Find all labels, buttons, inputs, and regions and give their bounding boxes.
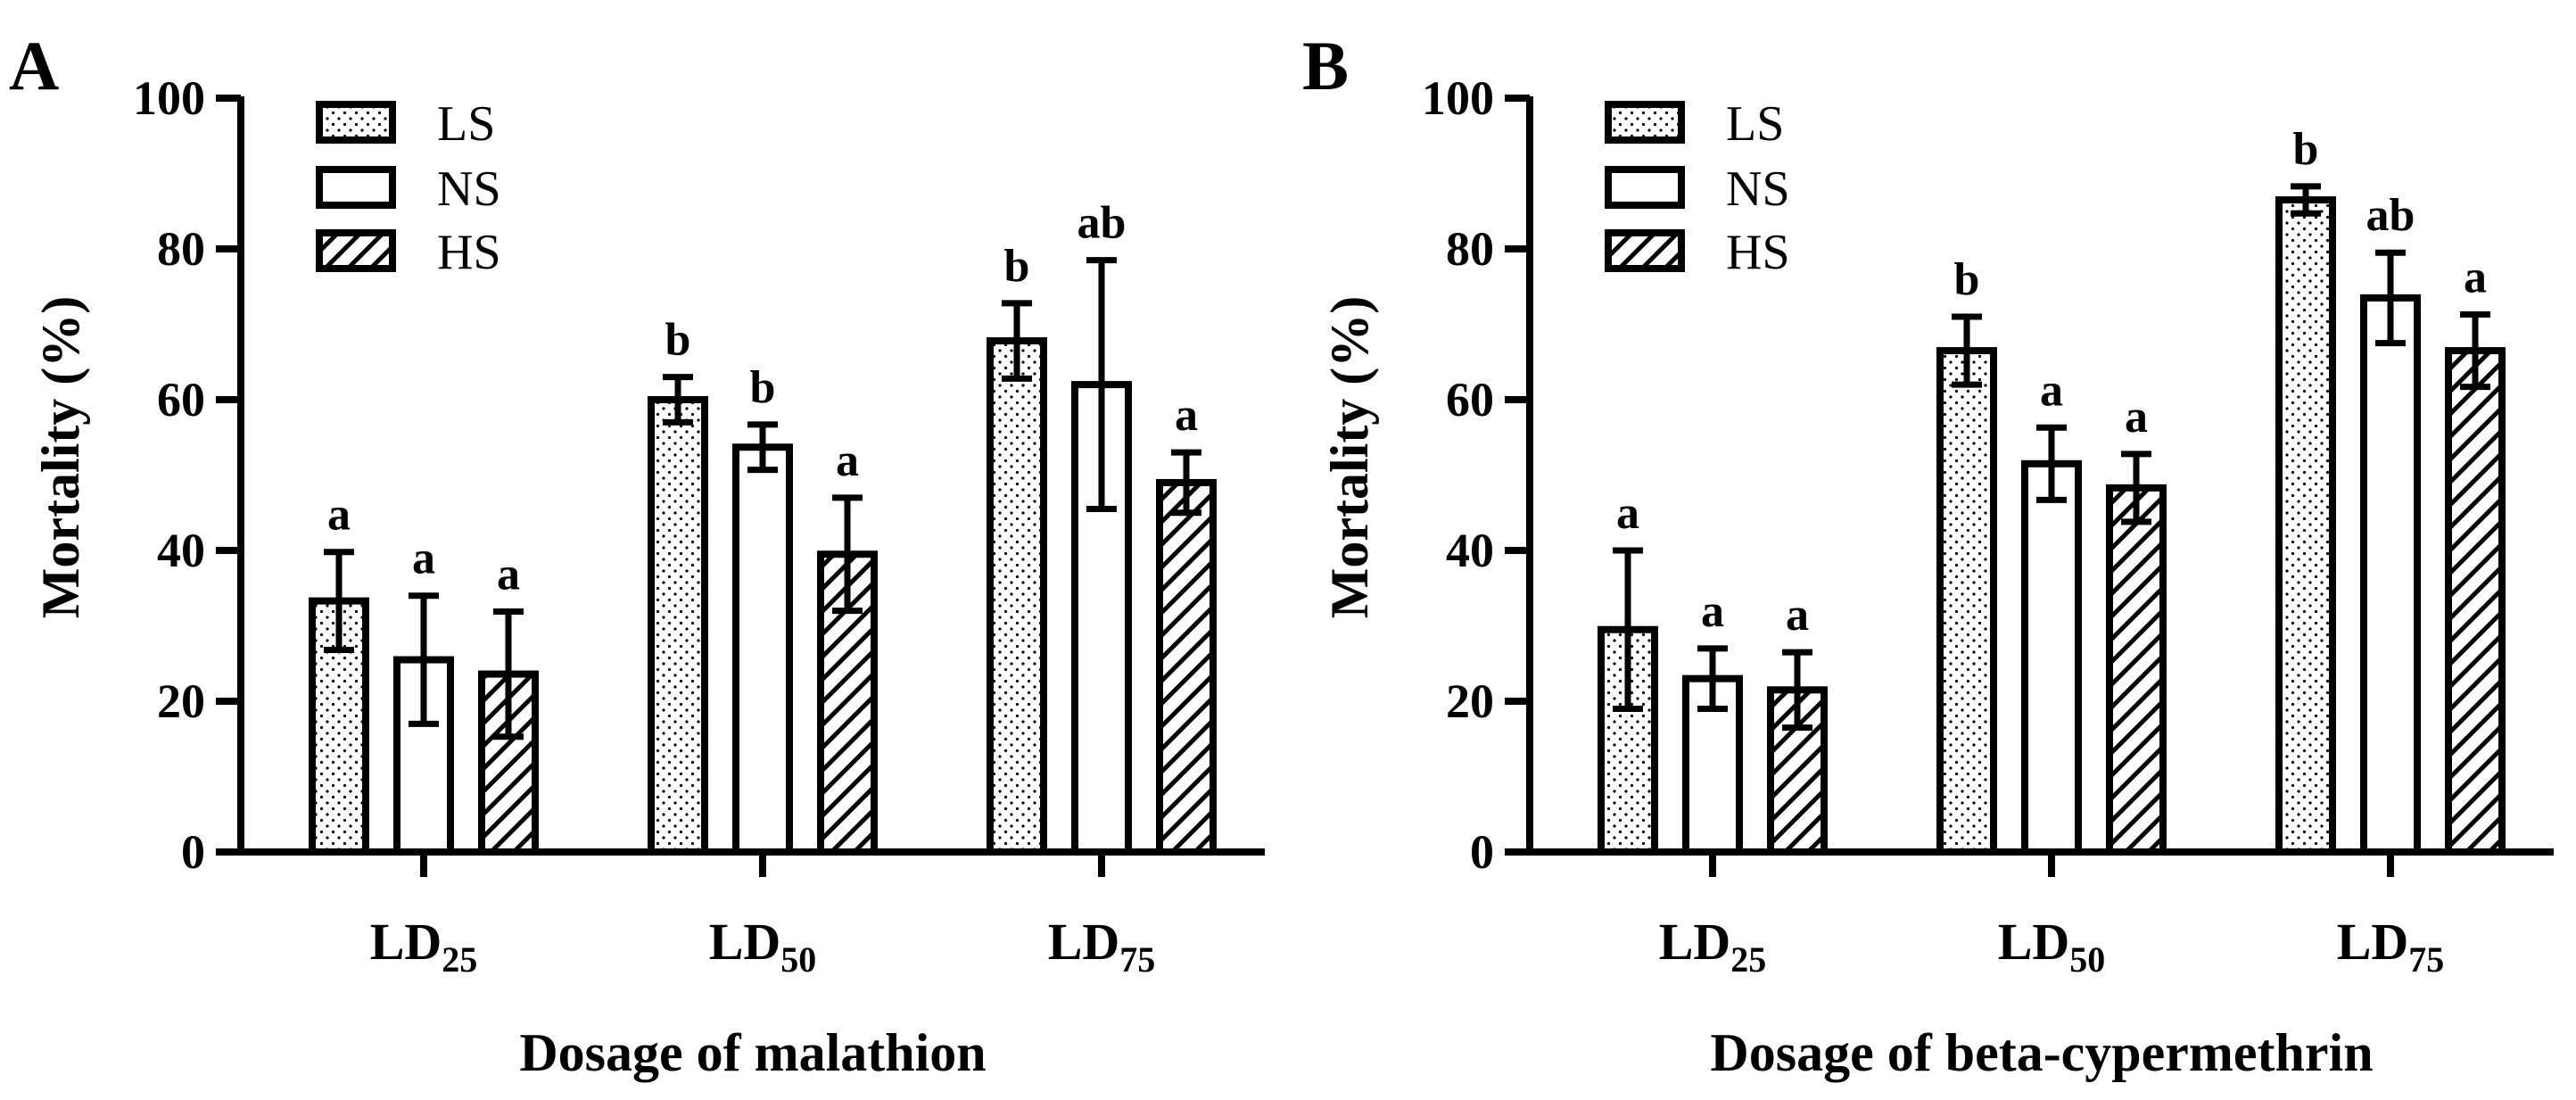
x-tick-label-subscript: 25 [442, 939, 477, 980]
bar-ls [648, 396, 708, 856]
x-tick-label-main: LD [370, 913, 442, 971]
bar-hs [2445, 347, 2506, 856]
x-tick-label: LD75 [1048, 913, 1156, 980]
bar-ns [732, 443, 793, 856]
legend-label: HS [1726, 225, 1790, 280]
y-tick-label: 80 [1446, 222, 1494, 276]
x-tick-label: LD25 [370, 913, 478, 980]
x-axis-title: Dosage of malathion [519, 1023, 986, 1082]
y-tick-label: 20 [157, 674, 205, 728]
legend-label: LS [1726, 96, 1784, 152]
bar-ls [2275, 196, 2336, 856]
bar-ns [1682, 674, 1743, 856]
legend-label: NS [437, 161, 501, 217]
x-tick-label-subscript: 50 [2069, 939, 2105, 980]
x-tick-label: LD50 [1998, 913, 2106, 980]
x-tick-label: LD50 [709, 913, 817, 980]
x-tick-label-subscript: 75 [1119, 939, 1155, 980]
panel-letter: A [9, 27, 59, 104]
x-tick-label-subscript: 50 [780, 939, 816, 980]
significance-letter: b [2293, 124, 2319, 175]
significance-letter: ab [1077, 198, 1127, 249]
x-axis-title: Dosage of beta-cypermethrin [1710, 1023, 2373, 1082]
y-tick-label: 20 [1446, 674, 1494, 728]
significance-letter: b [750, 362, 776, 413]
bar-ns [2360, 294, 2421, 856]
x-tick-label: LD25 [1659, 913, 1767, 980]
significance-letter: a [497, 549, 520, 600]
significance-letter: a [1616, 488, 1639, 539]
x-tick-label-main: LD [2337, 913, 2409, 971]
panel-letter: B [1302, 27, 1349, 104]
significance-letter: b [1004, 241, 1030, 292]
significance-letter: a [1786, 590, 1809, 641]
significance-letter: a [2125, 392, 2148, 442]
legend-label: LS [437, 96, 495, 152]
legend-label: NS [1726, 161, 1790, 217]
y-tick-label: 80 [157, 222, 205, 276]
bar-ls [1936, 347, 1997, 856]
legend-swatch-ns [316, 166, 396, 209]
x-tick-label: LD75 [2337, 913, 2445, 980]
significance-letter: b [665, 315, 691, 366]
legend-label: HS [437, 225, 501, 280]
significance-letter: a [2040, 365, 2063, 416]
x-tick-label-main: LD [1998, 913, 2070, 971]
bar-hs [1156, 478, 1217, 856]
significance-letter: a [1701, 586, 1724, 637]
bar-ns [2021, 459, 2082, 856]
x-tick-label-main: LD [1048, 913, 1120, 971]
y-tick-label: 0 [1470, 825, 1494, 879]
bar-hs [2106, 484, 2167, 856]
significance-letter: b [1954, 254, 1980, 305]
legend-swatch-ls [1605, 101, 1685, 144]
legend-swatch-ls [316, 101, 396, 144]
legend-swatch-hs [1605, 229, 1685, 272]
legend-swatch-ns [1605, 166, 1685, 209]
significance-letter: a [327, 490, 351, 541]
y-axis-title: Mortality (%) [31, 296, 90, 619]
y-tick-label: 100 [133, 71, 205, 125]
x-tick-label-subscript: 75 [2408, 939, 2444, 980]
y-axis-title: Mortality (%) [1320, 296, 1379, 619]
y-tick-label: 60 [157, 373, 205, 426]
y-tick-label: 40 [1446, 524, 1494, 577]
y-tick-label: 0 [181, 825, 205, 879]
y-tick-label: 100 [1422, 71, 1494, 125]
x-tick-label-main: LD [709, 913, 781, 971]
significance-letter: a [412, 533, 435, 584]
legend-swatch-hs [316, 229, 396, 272]
bar-ls [987, 337, 1047, 856]
significance-letter: a [2464, 252, 2487, 303]
significance-letter: ab [2366, 190, 2415, 241]
x-tick-label-main: LD [1659, 913, 1731, 971]
x-tick-label-subscript: 25 [1730, 939, 1766, 980]
y-tick-label: 40 [157, 524, 205, 577]
y-tick-label: 60 [1446, 373, 1494, 426]
bar-ns [1071, 381, 1132, 856]
significance-letter: a [1175, 390, 1198, 441]
significance-letter: a [836, 435, 859, 486]
